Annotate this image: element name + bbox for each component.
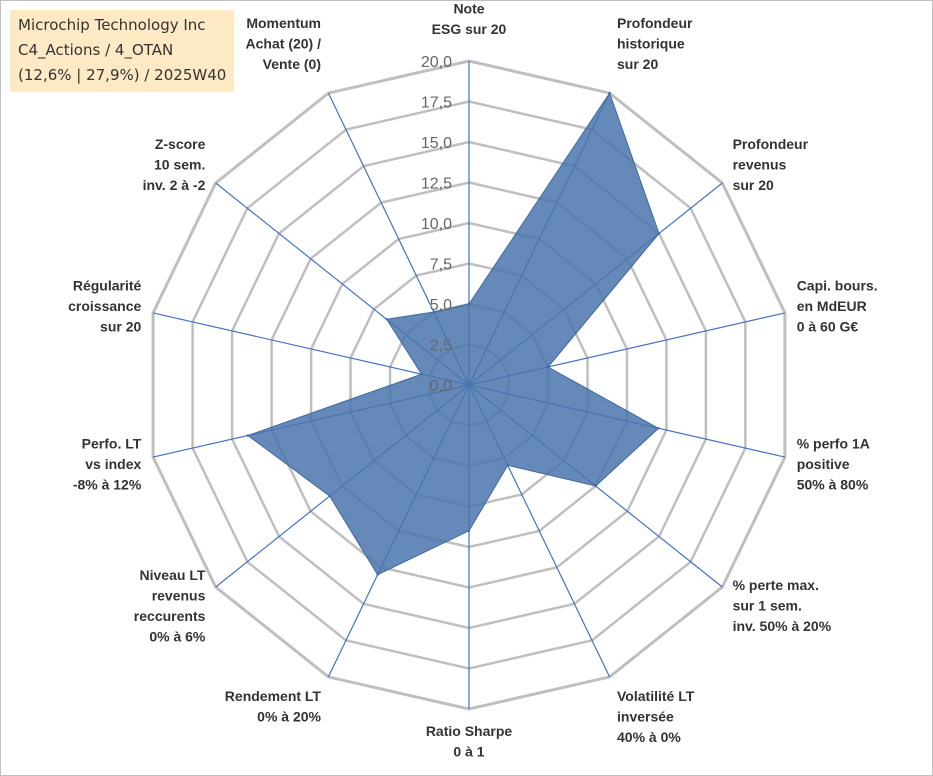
axis-label-line: Profondeur xyxy=(617,15,693,31)
axis-label-line: Régularité xyxy=(73,278,142,294)
axis-label-14: Momentum Achat (20) / Vente (0) xyxy=(246,15,322,72)
axis-label-4: Capi. bours. en MdEUR 0 à 60 G€ xyxy=(797,278,878,335)
axis-label-line: Ratio Sharpe xyxy=(426,723,513,739)
data-point xyxy=(657,232,661,235)
axis-label-line: revenus xyxy=(733,156,787,172)
axis-label-11: Perfo. LT vs index -8% à 12% xyxy=(73,435,142,492)
axis-label-1: Note ESG sur 20 xyxy=(432,1,507,37)
data-point xyxy=(657,427,660,430)
axis-label-6: % perte max. sur 1 sem. inv. 50% à 20% xyxy=(733,577,832,634)
tick-label: 12,5 xyxy=(421,176,452,193)
data-point xyxy=(608,91,611,95)
data-point xyxy=(432,310,436,314)
performance-week: (12,6% | 27,9%) / 2025W40 xyxy=(18,66,227,84)
data-point xyxy=(467,529,471,532)
axis-label-line: -8% à 12% xyxy=(73,476,142,492)
axis-label-line: historique xyxy=(617,36,685,52)
axis-label-7: Volatilité LT inversée 40% à 0% xyxy=(617,688,695,745)
axis-label-line: Niveau LT xyxy=(140,567,206,583)
axis-label-line: inv. 2 à -2 xyxy=(143,177,206,193)
tick-label: 15,0 xyxy=(421,135,452,152)
axis-spoke xyxy=(152,312,470,386)
axis-label-line: reccurents xyxy=(134,608,206,624)
axis-label-line: Vente (0) xyxy=(263,56,321,72)
axis-label-line: inv. 50% à 20% xyxy=(733,618,832,634)
data-point xyxy=(594,484,597,488)
axis-label-line: vs index xyxy=(85,456,141,472)
axis-label-line: Perfo. LT xyxy=(82,435,142,451)
axis-label-line: Rendement LT xyxy=(225,688,322,704)
axis-label-line: inversée xyxy=(617,708,674,724)
axis-label-12: Régularité croissance sur 20 xyxy=(68,278,141,335)
axis-label-line: Profondeur xyxy=(733,136,809,152)
tick-label: 10,0 xyxy=(421,216,452,233)
label-layer: Note ESG sur 20 Profondeur historique sur 20… xyxy=(68,1,877,760)
axis-label-line: 10 sem. xyxy=(154,156,205,172)
data-series-area xyxy=(246,91,660,576)
series-layer xyxy=(246,91,661,576)
axis-label-line: 40% à 0% xyxy=(617,729,681,745)
axis-label-line: 0 à 1 xyxy=(453,744,484,760)
tick-label: 17,5 xyxy=(421,95,452,112)
data-point xyxy=(546,365,550,369)
axis-label-line: Momentum xyxy=(246,15,321,31)
data-point xyxy=(385,318,388,321)
axis-label-line: ESG sur 20 xyxy=(432,21,507,37)
axis-label-line: 50% à 80% xyxy=(797,476,869,492)
axis-label-line: revenus xyxy=(152,588,206,604)
data-point xyxy=(420,373,423,376)
axis-label-13: Z-score 10 sem. inv. 2 à -2 xyxy=(143,136,206,193)
tick-label: 5,0 xyxy=(430,297,452,314)
axis-label-line: 0% à 20% xyxy=(257,708,321,724)
axis-label-line: Note xyxy=(453,1,484,17)
axis-label-2: Profondeur historique sur 20 xyxy=(617,15,693,72)
axis-label-line: 0 à 60 G€ xyxy=(797,319,859,335)
axis-label-line: % perte max. xyxy=(733,577,819,593)
data-point xyxy=(328,494,331,498)
axis-label-line: sur 20 xyxy=(617,56,658,72)
portfolio-path: C4_Actions / 4_OTAN xyxy=(18,41,174,59)
data-point xyxy=(246,434,250,437)
axis-label-line: Z-score xyxy=(155,136,206,152)
axis-label-line: Volatilité LT xyxy=(617,688,695,704)
axis-label-line: en MdEUR xyxy=(797,298,867,314)
info-box: Microchip Technology Inc C4_Actions / 4_… xyxy=(10,10,234,92)
axis-label-line: sur 20 xyxy=(733,177,774,193)
tick-layer: 0,0 2,5 5,0 7,5 10,0 12,5 15,0 17,5 20,0 xyxy=(421,54,452,395)
axis-label-line: croissance xyxy=(68,298,141,314)
axis-label-5: % perfo 1A positive 50% à 80% xyxy=(797,435,870,492)
company-name: Microchip Technology Inc xyxy=(18,16,206,34)
axis-label-line: sur 20 xyxy=(100,319,141,335)
axis-label-line: % perfo 1A xyxy=(797,435,870,451)
axis-label-9: Rendement LT 0% à 20% xyxy=(225,688,322,725)
tick-label: 20,0 xyxy=(421,54,452,71)
axis-label-line: positive xyxy=(797,456,850,472)
axis-label-8: Ratio Sharpe 0 à 1 xyxy=(426,723,513,760)
axis-label-10: Niveau LT revenus reccurents 0% à 6% xyxy=(134,567,206,645)
data-point xyxy=(506,464,509,467)
axis-label-3: Profondeur revenus sur 20 xyxy=(733,136,809,193)
data-point xyxy=(376,573,379,576)
data-point xyxy=(467,302,471,306)
tick-label: 2,5 xyxy=(430,338,452,355)
axis-label-line: Achat (20) / xyxy=(246,36,322,52)
axis-label-line: sur 1 sem. xyxy=(733,598,802,614)
axis-label-line: 0% à 6% xyxy=(149,629,206,645)
tick-label: 0,0 xyxy=(430,378,452,395)
axis-label-line: Capi. bours. xyxy=(797,278,878,294)
tick-label: 7,5 xyxy=(430,257,452,274)
